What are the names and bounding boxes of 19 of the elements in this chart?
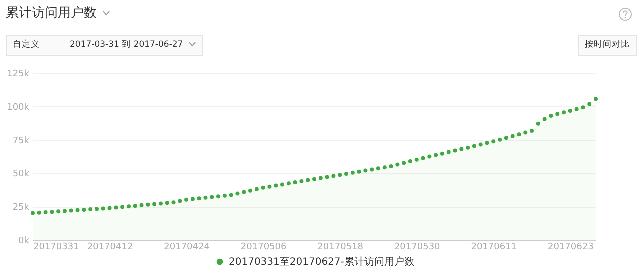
chart-title: 累计访问用户数 <box>6 5 98 22</box>
x-tick-label: 20170611 <box>471 242 518 252</box>
x-tick-label: 20170506 <box>240 242 287 252</box>
text: 自定义 <box>13 40 40 50</box>
x-tick-label: 20170623 <box>548 242 594 252</box>
text: 2017-03-31 到 2017-06-27 <box>64 35 204 56</box>
text: 按时间对比 <box>578 35 637 56</box>
y-tick-label: 75k <box>12 136 30 146</box>
y-tick-label: 50k <box>12 170 30 180</box>
x-tick-label: 20170518 <box>318 242 364 252</box>
x-tick-label: 20170424 <box>164 242 210 252</box>
x-tick-label: 20170412 <box>87 242 134 252</box>
y-tick-label: 100k <box>7 102 30 113</box>
x-tick-label: 20170331 <box>34 242 80 252</box>
y-tick-label: 25k <box>12 203 30 214</box>
legend-label: 20170331至20170627-累计访问用户数 <box>229 256 414 268</box>
y-tick-label: 125k <box>7 70 30 80</box>
y-tick-label: 0k <box>18 236 30 246</box>
x-tick-label: 20170530 <box>394 242 441 252</box>
